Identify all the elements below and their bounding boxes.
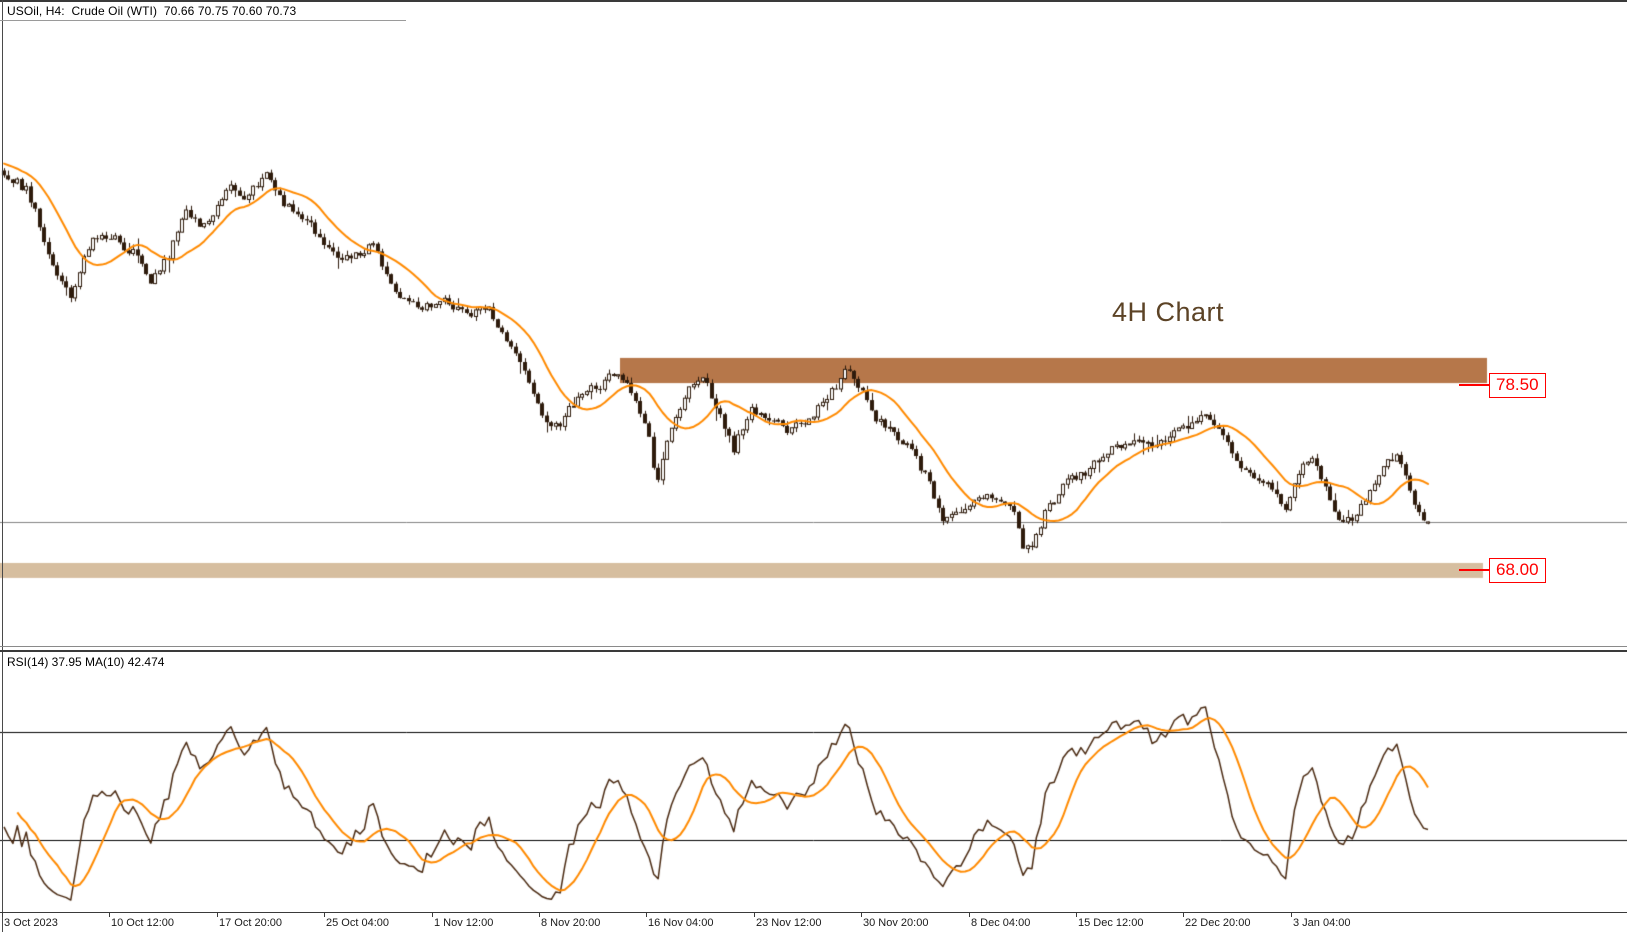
time-axis-tick <box>432 913 433 917</box>
title-divider <box>0 20 406 21</box>
support-tag-dash <box>1459 569 1489 571</box>
time-axis-tick <box>861 913 862 917</box>
chart-annotation-label: 4H Chart <box>1112 297 1225 327</box>
panel-divider-top[interactable] <box>0 646 1627 647</box>
time-axis-label: 16 Nov 04:00 <box>648 917 714 929</box>
time-axis-line <box>0 912 1627 913</box>
time-axis-label: 17 Oct 20:00 <box>219 917 282 929</box>
time-axis-tick <box>969 913 970 917</box>
time-axis-label: 3 Jan 04:00 <box>1293 917 1351 929</box>
time-axis-tick <box>754 913 755 917</box>
window-top-border <box>0 0 1627 2</box>
time-axis-label: 8 Dec 04:00 <box>971 917 1031 929</box>
time-axis-tick <box>1291 913 1292 917</box>
panel-divider-bottom[interactable] <box>0 650 1627 652</box>
time-axis-tick <box>646 913 647 917</box>
time-axis-label: 10 Oct 12:00 <box>111 917 174 929</box>
price-chart-canvas[interactable] <box>0 0 1627 646</box>
time-axis-tick <box>217 913 218 917</box>
support-price-tag[interactable]: 68.00 <box>1489 558 1546 583</box>
resistance-tag-dash <box>1459 384 1489 387</box>
time-axis-tick <box>539 913 540 917</box>
time-axis-label: 22 Dec 20:00 <box>1185 917 1251 929</box>
window-left-border <box>2 0 3 932</box>
resistance-price-tag[interactable]: 78.50 <box>1489 373 1546 399</box>
time-axis-tick <box>109 913 110 917</box>
time-axis-label: 1 Nov 12:00 <box>434 917 494 929</box>
time-axis-tick <box>2 913 3 917</box>
rsi-indicator-canvas[interactable] <box>0 652 1627 912</box>
time-axis-label: 3 Oct 2023 <box>4 917 58 929</box>
time-axis-label: 8 Nov 20:00 <box>541 917 601 929</box>
time-axis-tick <box>1183 913 1184 917</box>
time-axis-label: 25 Oct 04:00 <box>326 917 389 929</box>
time-axis-label: 23 Nov 12:00 <box>756 917 822 929</box>
time-axis-label: 30 Nov 20:00 <box>863 917 929 929</box>
rsi-indicator-label: RSI(14) 37.95 MA(10) 42.474 <box>7 655 165 669</box>
time-axis-label: 15 Dec 12:00 <box>1078 917 1144 929</box>
time-axis-tick <box>324 913 325 917</box>
symbol-quote-title: USOil, H4: Crude Oil (WTI) 70.66 70.75 7… <box>7 4 297 18</box>
time-axis-tick <box>1076 913 1077 917</box>
